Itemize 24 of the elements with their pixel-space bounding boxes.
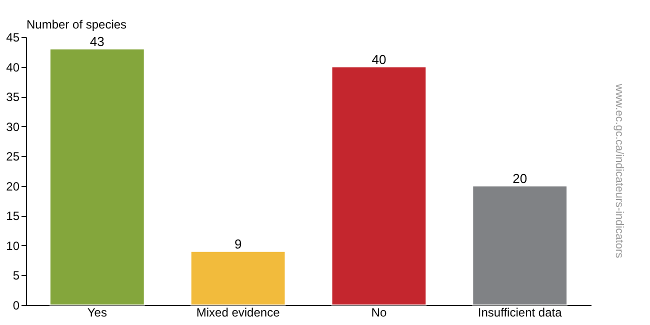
bar [49, 48, 145, 306]
y-tick-label: 40 [6, 60, 20, 74]
data-label: 40 [372, 52, 386, 67]
x-tick-label: Yes [87, 306, 107, 320]
bar [472, 185, 568, 306]
y-tick-label: 20 [6, 179, 20, 194]
text: www.ec.gc.ca/indicateurs-indicators [613, 82, 625, 259]
y-tick-label: 35 [6, 90, 20, 104]
y-tick-label: 25 [6, 150, 20, 164]
y-tick-label: 15 [6, 209, 20, 224]
y-tick-label: 45 [6, 30, 20, 44]
data-label: 9 [234, 236, 242, 252]
y-tick-label: 10 [6, 238, 20, 253]
y-tick-label: 0 [12, 298, 20, 312]
data-label: 43 [90, 34, 104, 49]
y-tick-label: 5 [12, 268, 20, 283]
y-axis-title: Number of species [26, 18, 127, 32]
x-tick-label: Mixed evidence [196, 306, 280, 320]
bar [190, 250, 286, 306]
data-label: 20 [512, 170, 528, 186]
y-tick-label: 30 [6, 120, 20, 134]
bar [331, 66, 427, 306]
x-tick-label: Insufficient data [478, 306, 562, 320]
x-tick-label: No [371, 306, 387, 320]
